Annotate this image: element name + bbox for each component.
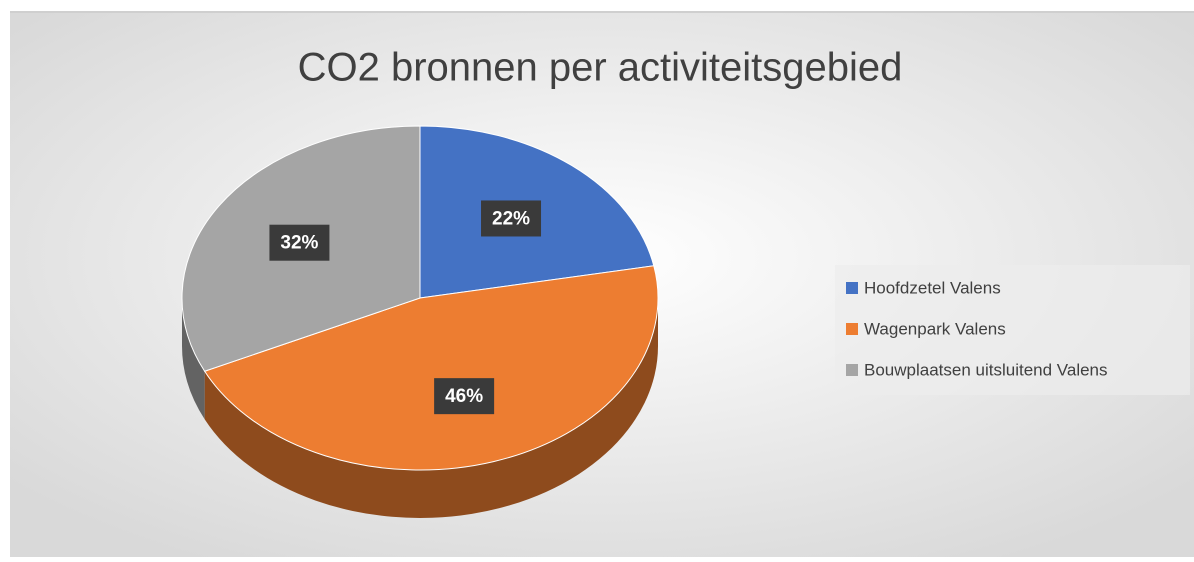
legend-swatch bbox=[846, 282, 858, 294]
data-label: 46% bbox=[445, 386, 483, 407]
data-label-box bbox=[481, 200, 542, 237]
pie-slice bbox=[203, 265, 659, 471]
legend-label: Hoofdzetel Valens bbox=[864, 278, 1001, 297]
legend-label: Bouwplaatsen uitsluitend Valens bbox=[864, 360, 1108, 379]
data-label-box bbox=[269, 224, 330, 261]
legend-box bbox=[835, 265, 1190, 395]
legend-swatch bbox=[846, 364, 858, 376]
chart-title: CO2 bronnen per activiteitsgebied bbox=[298, 46, 903, 90]
legend-swatch bbox=[846, 323, 858, 335]
slice-side bbox=[204, 298, 658, 519]
data-label: 32% bbox=[280, 233, 318, 254]
legend-label: Wagenpark Valens bbox=[864, 319, 1006, 338]
data-label: 22% bbox=[492, 208, 530, 229]
data-label-box bbox=[434, 378, 495, 415]
slice-side bbox=[182, 298, 205, 420]
